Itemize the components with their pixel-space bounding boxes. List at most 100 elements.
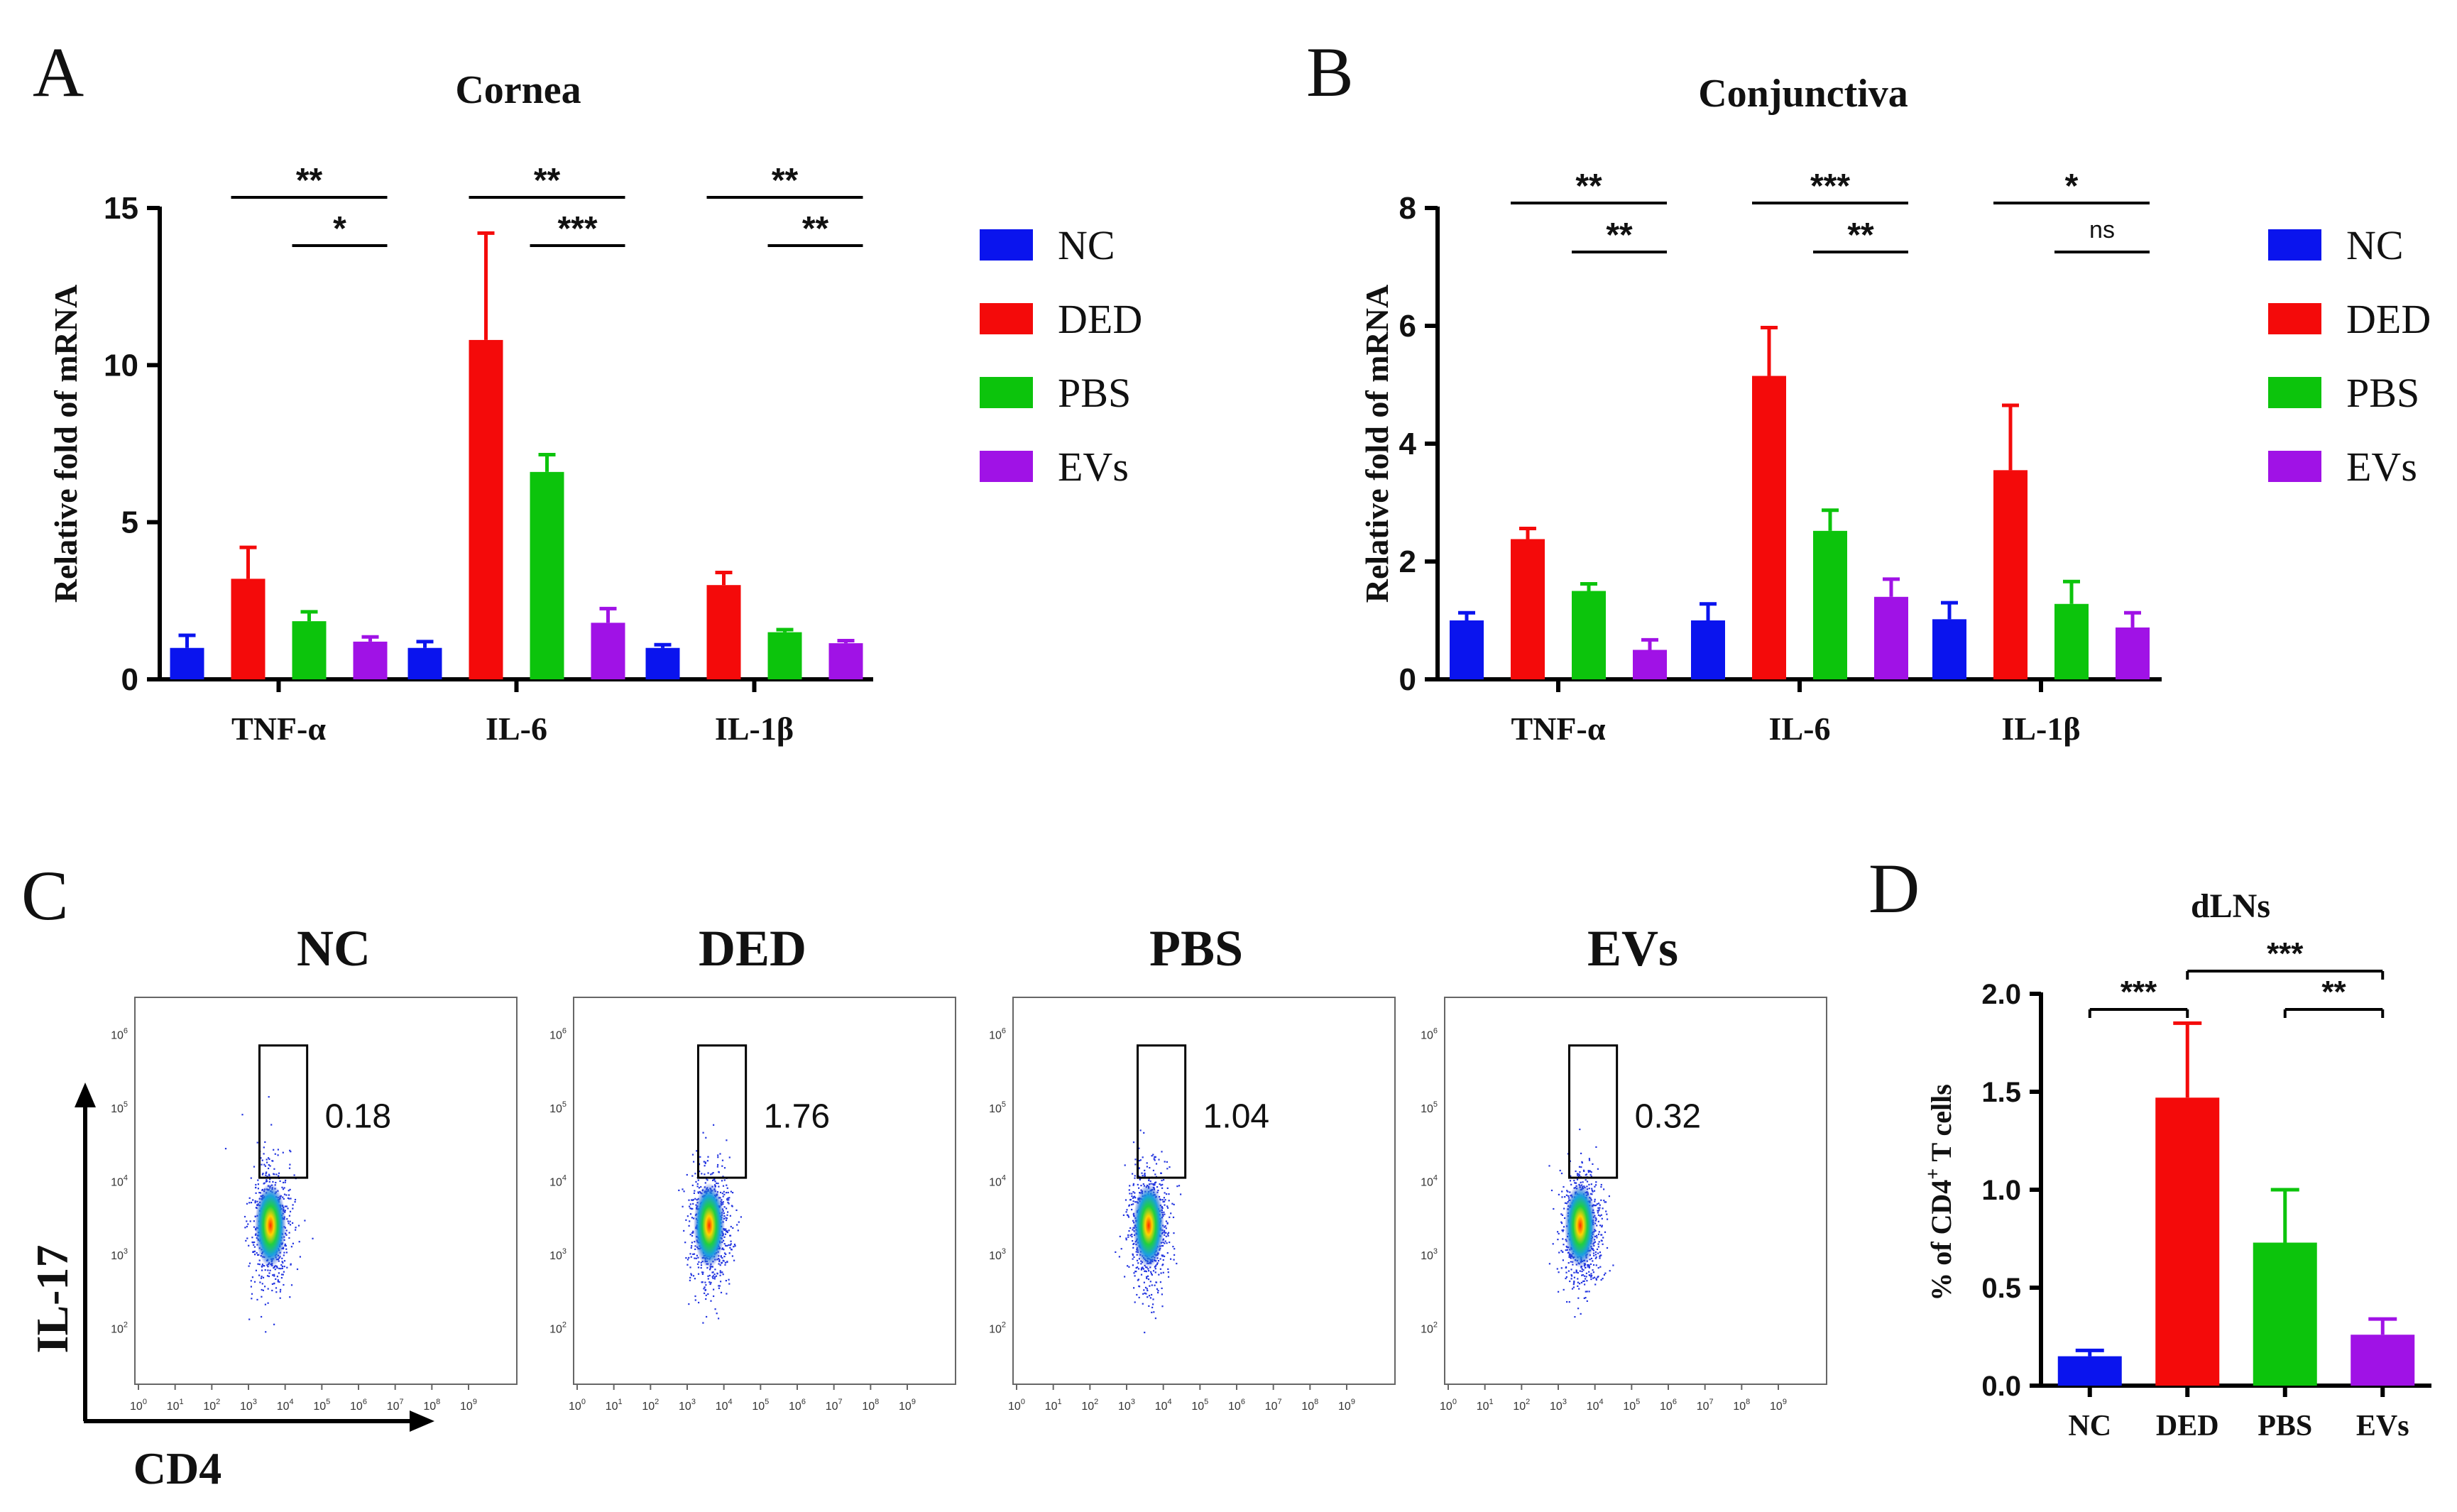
event-dot <box>1131 1236 1133 1238</box>
event-dot <box>717 1163 719 1166</box>
event-dot <box>1590 1183 1592 1185</box>
event-dot <box>266 1171 268 1173</box>
event-dot <box>1580 1166 1582 1168</box>
cell-population <box>224 1096 314 1333</box>
event-dot <box>1137 1262 1139 1264</box>
event-dot <box>1124 1164 1126 1166</box>
event-dot <box>1588 1271 1590 1273</box>
event-dot <box>261 1163 263 1166</box>
event-dot <box>704 1289 706 1291</box>
event-dot <box>1162 1259 1164 1261</box>
event-dot <box>1127 1234 1129 1236</box>
x-tick-label: 101 <box>1477 1398 1494 1413</box>
event-dot <box>1146 1162 1148 1164</box>
x-tick-exponent: 7 <box>1278 1398 1282 1406</box>
event-dot <box>1603 1273 1605 1276</box>
event-dot <box>718 1260 721 1262</box>
event-dot <box>224 1148 227 1150</box>
event-dot <box>706 1178 708 1180</box>
event-dot <box>1568 1256 1570 1258</box>
y-tick-exponent: 2 <box>1433 1320 1438 1329</box>
y-tick-exponent: 6 <box>562 1026 567 1035</box>
event-dot <box>1122 1214 1124 1216</box>
event-dot <box>726 1192 728 1194</box>
event-dot <box>1148 1295 1151 1297</box>
panel-label-b: B <box>1306 33 1354 111</box>
event-dot <box>1140 1273 1143 1276</box>
event-dot <box>266 1176 268 1178</box>
x-tick-label: 101 <box>167 1398 184 1413</box>
event-dot <box>1151 1155 1153 1157</box>
event-dot <box>1137 1183 1139 1185</box>
event-dot <box>731 1255 733 1257</box>
event-dot <box>1144 1169 1146 1171</box>
event-dot <box>248 1262 251 1264</box>
event-dot <box>706 1315 708 1318</box>
event-dot <box>725 1228 727 1230</box>
event-dot <box>279 1291 281 1293</box>
event-dot <box>1164 1199 1166 1201</box>
legend-swatch-nc <box>2268 229 2321 261</box>
event-dot <box>1598 1241 1600 1243</box>
event-dot <box>725 1280 727 1282</box>
event-dot <box>1161 1151 1163 1153</box>
event-dot <box>1600 1254 1602 1256</box>
event-dot <box>1138 1187 1140 1189</box>
event-dot <box>1560 1172 1563 1175</box>
event-dot <box>279 1297 281 1299</box>
event-dot <box>1592 1252 1594 1254</box>
x-tick-exponent: 9 <box>1351 1398 1355 1406</box>
event-dot <box>692 1253 694 1255</box>
y-tick-exponent: 5 <box>1433 1100 1438 1109</box>
event-dot <box>282 1188 285 1190</box>
event-dot <box>258 1192 261 1194</box>
event-dot <box>258 1259 261 1261</box>
y-tick-exponent: 6 <box>1002 1026 1006 1035</box>
event-dot <box>285 1194 288 1196</box>
event-dot <box>720 1281 722 1283</box>
y-tick-label: 1.5 <box>1981 1077 2021 1108</box>
event-dot <box>1126 1209 1128 1211</box>
event-dot <box>1579 1128 1581 1131</box>
event-dot <box>733 1259 735 1261</box>
event-dot <box>1560 1213 1563 1215</box>
event-dot <box>267 1288 269 1290</box>
event-dot <box>1151 1311 1153 1313</box>
event-dot <box>726 1244 728 1247</box>
event-dot <box>1582 1269 1585 1271</box>
event-dot <box>295 1229 297 1231</box>
event-dot <box>263 1163 266 1166</box>
x-tick-label: 106 <box>1660 1398 1677 1413</box>
event-dot <box>713 1295 715 1298</box>
event-dot <box>265 1331 267 1333</box>
event-dot <box>271 1283 273 1285</box>
bar-nc <box>645 647 680 679</box>
event-dot <box>1570 1278 1572 1280</box>
event-dot <box>1139 1178 1141 1180</box>
event-dot <box>1169 1216 1171 1218</box>
event-dot <box>1152 1298 1154 1300</box>
event-dot <box>1591 1189 1593 1192</box>
event-dot <box>276 1266 278 1268</box>
event-dot <box>251 1237 253 1239</box>
bar-evs <box>828 643 863 679</box>
x-tick-exponent: 1 <box>1489 1398 1494 1406</box>
event-dot <box>1145 1271 1147 1273</box>
event-dot <box>281 1257 283 1259</box>
event-dot <box>261 1288 263 1291</box>
event-dot <box>1575 1170 1577 1173</box>
event-dot <box>1592 1249 1595 1251</box>
event-dot <box>695 1180 697 1183</box>
event-dot <box>705 1294 707 1296</box>
event-dot <box>692 1232 694 1234</box>
event-dot <box>255 1186 257 1188</box>
flow-plot-title: PBS <box>1149 920 1243 977</box>
event-dot <box>254 1200 256 1202</box>
cell-population <box>1548 1128 1614 1318</box>
event-dot <box>248 1202 251 1204</box>
event-dot <box>722 1195 724 1198</box>
event-dot <box>721 1165 723 1167</box>
event-dot <box>1597 1276 1599 1278</box>
event-dot <box>730 1240 732 1242</box>
